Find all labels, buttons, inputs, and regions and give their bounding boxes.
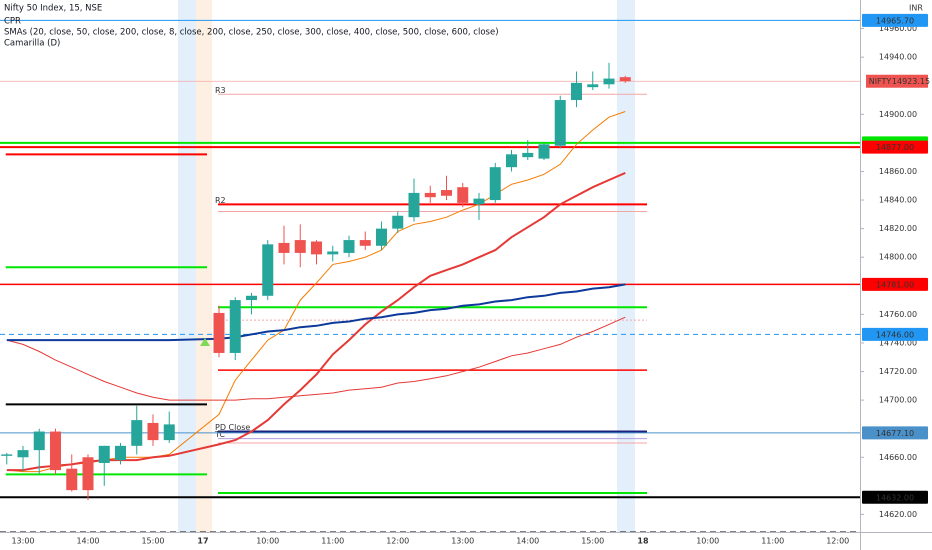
candle-body xyxy=(262,244,274,296)
candle-body xyxy=(294,240,306,253)
candle-body xyxy=(522,152,534,158)
y-tick-label: 14760.00 xyxy=(879,310,917,319)
candle-body xyxy=(489,167,501,201)
x-tick-label: 10:00 xyxy=(256,537,279,546)
x-tick-label: 14:00 xyxy=(76,537,99,546)
price-label: 14632.00 xyxy=(876,493,914,502)
candle-body xyxy=(278,242,290,253)
last-price-box xyxy=(866,74,928,88)
price-label: 14781.00 xyxy=(876,280,914,289)
candle-body xyxy=(327,251,339,255)
session-highlight xyxy=(178,0,196,532)
y-tick-label: 14620.00 xyxy=(879,510,917,519)
x-tick-label: 10:00 xyxy=(696,537,719,546)
candle-body xyxy=(359,240,371,246)
price-label: 14677.10 xyxy=(876,429,914,438)
y-tick-label: 14740.00 xyxy=(879,338,917,347)
candle-body xyxy=(82,457,94,491)
x-tick-label: 18 xyxy=(637,537,649,546)
y-tick-label: 14820.00 xyxy=(879,224,917,233)
session-highlight xyxy=(196,0,212,532)
candle-body xyxy=(115,445,126,461)
y-tick-label: 14700.00 xyxy=(879,396,917,405)
y-tick-label: 14660.00 xyxy=(879,453,917,462)
level-label: TC xyxy=(214,430,225,439)
price-label-box xyxy=(862,140,928,154)
x-tick-label: 13:00 xyxy=(11,537,34,546)
candle-body xyxy=(554,100,566,146)
symbol-label: NIFTY xyxy=(869,77,892,86)
candle-body xyxy=(131,420,143,446)
y-tick-label: 14720.00 xyxy=(879,367,917,376)
candle-body xyxy=(246,295,257,301)
candle-body xyxy=(603,78,615,85)
x-tick-label: 14:00 xyxy=(516,537,539,546)
y-tick-label: 14860.00 xyxy=(879,167,917,176)
price-label-box xyxy=(862,327,928,341)
candle-body xyxy=(98,445,110,463)
price-label: 14877.00 xyxy=(876,143,914,152)
candle-body xyxy=(147,422,159,441)
moving-average xyxy=(6,283,626,342)
candle-body xyxy=(473,198,485,205)
moving-average xyxy=(6,316,626,401)
price-label: 14746.00 xyxy=(876,330,914,339)
chart-title: Nifty 50 Index, 15, NSE xyxy=(4,4,102,14)
candle-body xyxy=(619,77,631,82)
last-price-label: 14923.15 xyxy=(892,77,930,86)
candle-body xyxy=(33,431,45,451)
candle-body xyxy=(229,300,241,353)
x-tick-label: 12:00 xyxy=(386,537,409,546)
indicator: SMAs (20, close, 50, close, 200, close, … xyxy=(4,28,499,38)
candle-body xyxy=(163,424,175,441)
price-label-box xyxy=(862,13,928,27)
candle-body xyxy=(408,192,420,218)
price-label: 14965.70 xyxy=(876,16,914,25)
x-tick-label: 12:00 xyxy=(826,537,849,546)
candle-body xyxy=(17,450,29,458)
candle-body xyxy=(213,312,225,353)
axes: 14960.00 14940.00 14900.00 14860.00 14840.00… xyxy=(11,13,930,546)
x-tick-label: 17 xyxy=(197,537,208,546)
x-tick-label: 11:00 xyxy=(321,537,344,546)
indicator: Camarilla (D) xyxy=(4,39,60,49)
candle-body xyxy=(571,82,582,101)
candle-body xyxy=(50,431,61,471)
candle-body xyxy=(457,187,469,203)
x-tick-label: 11:00 xyxy=(761,537,784,546)
indicator: CPR xyxy=(4,17,21,27)
candle-body xyxy=(376,228,387,246)
candle-body xyxy=(587,84,599,88)
y-tick-label: 14800.00 xyxy=(879,253,917,262)
candle-body xyxy=(392,215,404,229)
x-tick-label: 13:00 xyxy=(451,537,474,546)
candle-body xyxy=(343,240,355,253)
price-label-box xyxy=(862,277,928,291)
candle-body xyxy=(311,241,322,255)
currency: INR xyxy=(909,4,923,13)
candle-body xyxy=(441,190,452,196)
candle-body xyxy=(1,454,13,456)
candle-body xyxy=(424,192,436,198)
candle-body xyxy=(66,468,78,491)
signal-marker xyxy=(200,338,210,346)
candle-body xyxy=(506,154,517,168)
y-tick-label: 14840.00 xyxy=(879,196,917,205)
y-tick-label: 14960.00 xyxy=(879,24,917,33)
level-label: R2 xyxy=(215,196,226,205)
level-label: R3 xyxy=(215,86,226,95)
x-tick-label: 15:00 xyxy=(141,537,164,546)
level-label: PD Close xyxy=(215,423,250,432)
price-label-box xyxy=(862,490,928,504)
x-tick-label: 15:00 xyxy=(581,537,604,546)
y-tick-label: 14940.00 xyxy=(879,53,917,62)
y-tick-label: 14900.00 xyxy=(879,110,917,119)
candle-body xyxy=(538,144,550,159)
session-highlight xyxy=(617,0,635,532)
price-label-box xyxy=(862,426,928,440)
